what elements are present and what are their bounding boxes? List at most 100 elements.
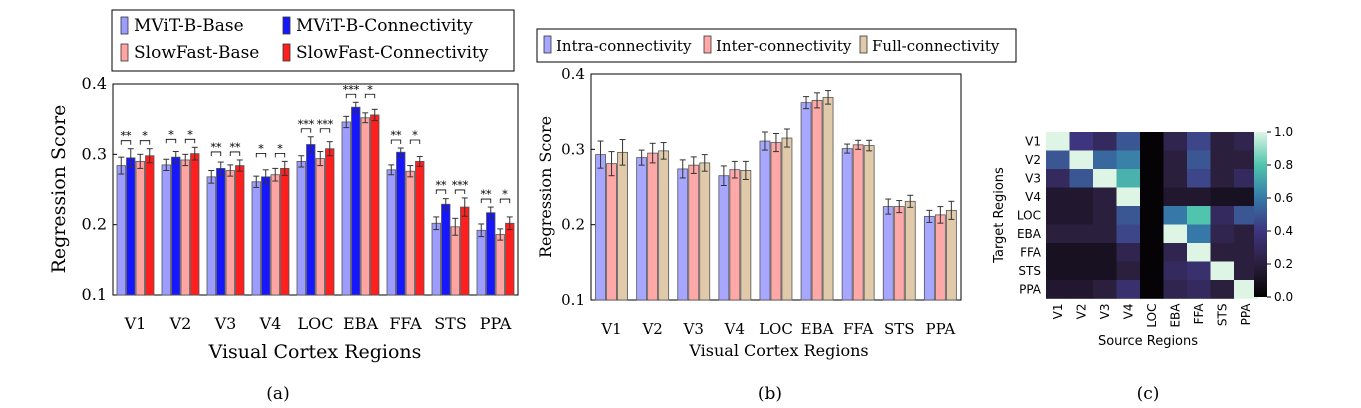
a-significance-bracket: * [409, 129, 421, 145]
legend-swatch-sf-base [120, 43, 129, 62]
a-xtick-label: EBA [343, 314, 378, 333]
heatmap-cell [1093, 206, 1117, 225]
a-significance-bracket: * [274, 142, 286, 158]
b-xtick-label: PPA [926, 320, 956, 338]
b-bar [729, 169, 741, 301]
a-xtick-label: V1 [124, 314, 147, 333]
b-bar [636, 157, 648, 301]
a-error-bar [191, 146, 198, 161]
a-significance-bracket: ** [391, 129, 402, 145]
a-significance-bracket: ** [230, 141, 241, 156]
a-error-bar [262, 169, 269, 185]
panel-b: 0.1 0.2 0.3 0.4 V1 V2 V3 V4 LOC EBA FFA STS PPA Reg… [536, 28, 1017, 404]
heatmap-cell [1140, 224, 1164, 244]
b-bar [934, 214, 946, 301]
heatmap-cell [1046, 280, 1070, 299]
b-error-bar [701, 154, 708, 172]
b-error-bar [720, 165, 727, 186]
a-significance-label: *** [298, 118, 315, 131]
ylabel-c: Target Regions [992, 167, 1007, 264]
a-error-bar [146, 148, 153, 164]
xlabel-c: Source Regions [1098, 334, 1198, 349]
heatmap-ytick-label: V2 [1025, 153, 1041, 167]
b-bar [699, 162, 711, 301]
legend-label-mvit-base: MViT-B-Base [134, 16, 244, 36]
xlabel-b: Visual Cortex Regions [688, 341, 868, 360]
a-bar [351, 106, 361, 296]
ylabel-b: Regression Score [536, 116, 555, 258]
b-bar [811, 99, 823, 301]
a-error-bar [127, 148, 134, 168]
a-significance-bracket: * [499, 188, 511, 204]
b-bar [945, 209, 957, 301]
heatmap-cell [1234, 261, 1258, 281]
a-bar [171, 156, 181, 296]
b-ytick-label: 0.3 [561, 140, 585, 158]
heatmap-cell [1069, 243, 1094, 262]
a-error-bar [307, 136, 314, 153]
a-xtick-label: V4 [259, 314, 282, 333]
b-xtick-label: V2 [641, 320, 662, 338]
a-error-bar [317, 151, 324, 167]
colorbar-tick-label: 0.6 [1274, 191, 1293, 205]
heatmap-cell [1046, 187, 1070, 207]
a-error-bar [487, 206, 494, 219]
a-significance-bracket: *** [343, 83, 360, 99]
heatmap-cell [1046, 261, 1070, 281]
a-error-bar [227, 164, 234, 177]
a-bar [280, 167, 290, 296]
heatmap-cell [1163, 132, 1188, 151]
b-bar [863, 145, 875, 301]
b-error-bar [844, 143, 851, 154]
heatmap-ytick-label: LOC [1017, 208, 1041, 222]
a-bar [135, 160, 145, 296]
legend-swatch-full [859, 35, 868, 54]
a-bar [216, 167, 226, 296]
b-bar [882, 206, 894, 301]
b-ytick-label: 0.2 [561, 216, 585, 234]
heatmap-cell [1140, 150, 1164, 170]
heatmap-cell [1069, 132, 1094, 151]
colorbar-tick-label: 1.0 [1274, 125, 1293, 139]
legend-box-a [111, 9, 515, 72]
heatmap-cell [1234, 150, 1258, 170]
a-bar [370, 114, 380, 296]
b-error-bar [690, 156, 697, 174]
a-significance-label: * [367, 83, 373, 96]
a-bar [225, 170, 235, 296]
caption-b: (b) [758, 384, 782, 404]
a-bar [415, 160, 425, 296]
heatmap-cell [1210, 206, 1235, 225]
a-error-bar [172, 151, 179, 164]
b-bar [658, 150, 670, 301]
heatmap-cell [1163, 243, 1188, 262]
a-error-bar [442, 198, 449, 211]
heatmap-cell [1187, 224, 1211, 244]
heatmap-cell [1116, 261, 1141, 281]
a-error-bar [388, 164, 395, 176]
heatmap-cell [1116, 224, 1141, 244]
heatmap-cell [1210, 150, 1235, 170]
heatmap-cell [1210, 224, 1235, 244]
a-bar [251, 181, 261, 296]
a-bar [270, 174, 280, 296]
b-bar [617, 151, 628, 301]
heatmap-cell [1069, 150, 1094, 170]
b-error-bar [885, 198, 892, 215]
heatmap-cell [1163, 187, 1188, 207]
b-error-bar [742, 160, 749, 180]
heatmap-cell [1093, 243, 1117, 262]
b-error-bar [783, 128, 790, 148]
b-xtick-label: STS [884, 320, 915, 338]
b-error-bar [948, 200, 955, 220]
colorbar-tick-label: 0.8 [1274, 158, 1293, 172]
heatmap-cell [1116, 132, 1141, 151]
heatmap-cell [1069, 261, 1094, 281]
legend-label-full: Full-connectivity [872, 37, 1000, 55]
heatmap-cell [1140, 243, 1164, 262]
heatmap-cell [1093, 132, 1117, 151]
a-significance-label: * [277, 142, 283, 155]
a-significance-label: ** [211, 141, 223, 154]
a-significance-bracket: ** [211, 141, 223, 156]
b-error-bar [772, 133, 779, 153]
